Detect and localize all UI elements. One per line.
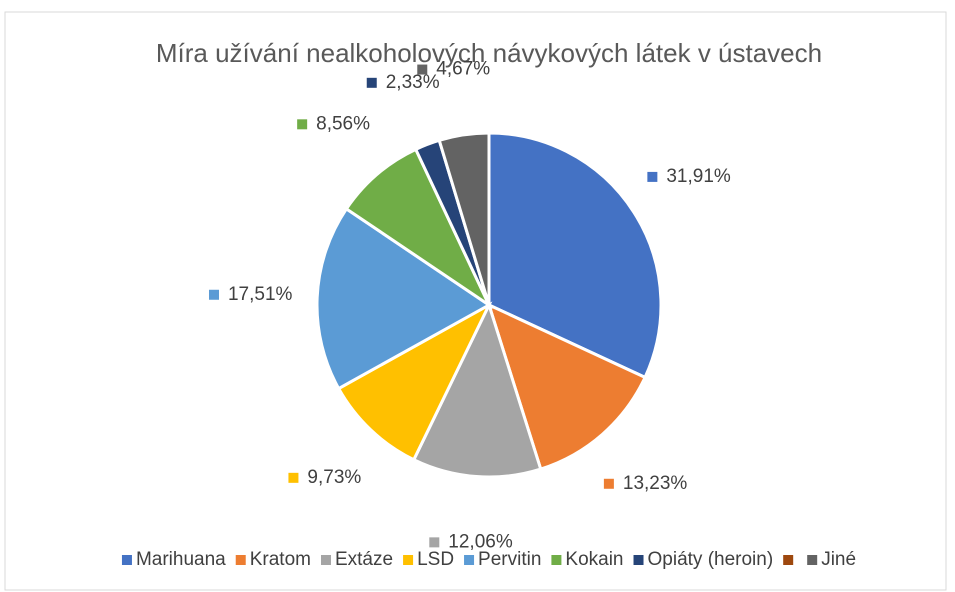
legend-swatch	[633, 555, 644, 565]
data-label-marker	[208, 289, 219, 300]
data-label: 8,56%	[316, 113, 370, 134]
pie-slice	[437, 131, 491, 306]
data-label: 4,67%	[436, 59, 490, 80]
pie-slice	[336, 301, 493, 462]
chart-title: Míra užívání nealkoholových návykových l…	[156, 38, 822, 68]
data-label: 2,33%	[386, 72, 440, 93]
legend-swatch	[464, 555, 475, 565]
data-label: 12,06%	[448, 531, 513, 552]
legend-swatch	[783, 555, 794, 565]
legend-swatch	[320, 555, 331, 565]
legend-swatch	[807, 555, 818, 565]
data-label: 17,51%	[228, 284, 293, 305]
legend-swatch	[403, 555, 414, 565]
legend-label: LSD	[417, 549, 454, 570]
legend-label: Pervitin	[478, 549, 541, 570]
legend-label: Jiné	[821, 549, 856, 570]
legend-swatch	[121, 555, 132, 565]
pie-slice	[315, 206, 492, 391]
pie-slice	[344, 147, 493, 310]
legend-swatch	[551, 555, 562, 565]
data-label-marker	[647, 171, 658, 182]
legend-label: Extáze	[335, 549, 393, 570]
data-label-marker	[297, 119, 308, 130]
data-label: 31,91%	[666, 166, 731, 187]
data-label-marker	[366, 77, 377, 88]
pie-slice	[487, 131, 663, 380]
data-label: 9,73%	[307, 467, 361, 488]
data-label-marker	[417, 64, 428, 75]
legend-label: Kratom	[250, 549, 311, 570]
legend-swatch	[235, 555, 246, 565]
legend-label: Marihuana	[136, 549, 226, 570]
legend-label: Kokain	[565, 549, 623, 570]
data-label-marker	[429, 537, 440, 548]
legend-label: Opiáty (heroin)	[648, 549, 774, 570]
pie-slice	[411, 300, 543, 479]
data-label: 13,23%	[623, 473, 688, 494]
data-label-marker	[288, 472, 299, 483]
data-label-marker	[603, 478, 614, 489]
